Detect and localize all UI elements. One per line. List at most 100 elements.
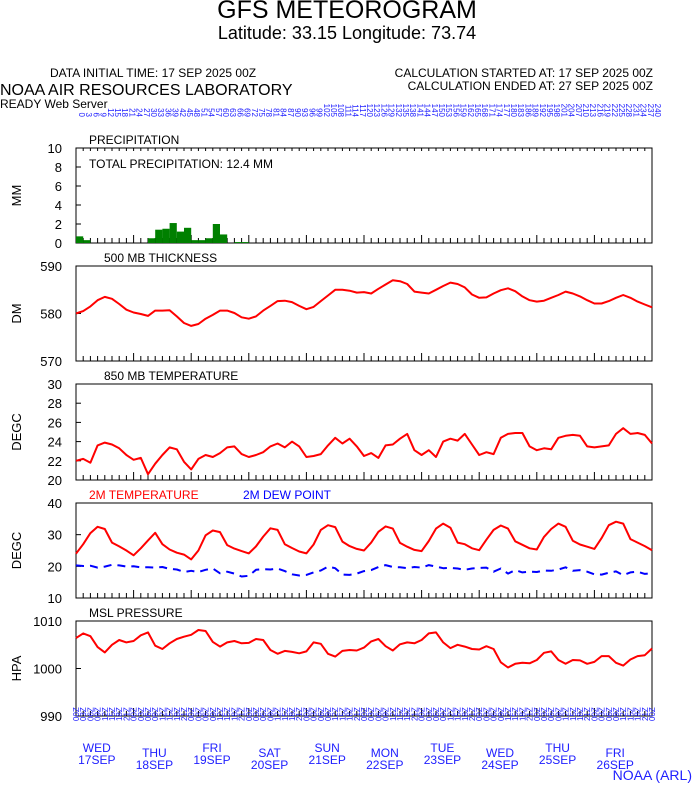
utc-time-label: 09Z <box>439 707 448 721</box>
utc-time-label: 21Z <box>526 707 535 721</box>
forecast-hour-label: 24 <box>135 108 144 117</box>
panel-frame <box>75 265 653 362</box>
day-of-week-label: SAT <box>258 746 281 760</box>
utc-time-label: 03Z <box>598 707 607 721</box>
utc-time-label: 00Z <box>360 707 369 721</box>
forecast-hour-label: 183 <box>516 104 525 118</box>
y-tick-label: 1010 <box>33 614 62 629</box>
series-line <box>75 629 653 669</box>
forecast-hour-label: 162 <box>466 104 475 118</box>
y-tick-label: 30 <box>48 528 62 543</box>
utc-time-label: 06Z <box>374 707 383 721</box>
utc-time-label: 00Z <box>590 707 599 721</box>
y-tick-label: 6 <box>55 179 62 194</box>
utc-time-label: 21Z <box>180 707 189 721</box>
forecast-hour-label: 45 <box>185 108 194 117</box>
y-tick-label: 26 <box>48 415 62 430</box>
utc-time-label: 21Z <box>238 707 247 721</box>
date-label: 26SEP <box>597 758 634 772</box>
utc-time-label: 09Z <box>266 707 275 721</box>
utc-time-label: 09Z <box>382 707 391 721</box>
y-tick-label: 2 <box>55 217 62 232</box>
utc-time-label: 00Z <box>533 707 542 721</box>
lab-name: NOAA AIR RESOURCES LABORATORY <box>0 82 293 99</box>
utc-time-label: 06Z <box>432 707 441 721</box>
precip-bar <box>155 229 163 243</box>
forecast-hour-label: 135 <box>401 104 410 118</box>
precip-bar <box>220 234 228 243</box>
footer-credit: NOAA (ARL) <box>612 767 692 783</box>
legend-dew-point: 2M DEW POINT <box>243 488 332 502</box>
date-label: 25SEP <box>539 753 576 767</box>
forecast-hour-label: 201 <box>559 104 568 118</box>
forecast-hour-label: 60 <box>221 108 230 117</box>
forecast-hour-label: 84 <box>279 108 288 117</box>
precip-bar <box>198 240 206 243</box>
utc-time-label: 09Z <box>94 707 103 721</box>
forecast-hour-label: 168 <box>480 104 489 118</box>
utc-time-label: 21Z <box>641 707 650 721</box>
day-of-week-label: WED <box>486 746 514 760</box>
precip-bar <box>241 242 249 243</box>
date-label: 21SEP <box>309 753 346 767</box>
utc-time-label: 06Z <box>547 707 556 721</box>
precip-bar <box>162 228 170 243</box>
y-tick-label: 4 <box>55 198 62 213</box>
forecast-hour-label: 144 <box>423 104 432 118</box>
forecast-hour-label: 75 <box>257 108 266 117</box>
legend-temperature: 2M TEMPERATURE <box>89 488 199 502</box>
utc-time-label: 21Z <box>468 707 477 721</box>
panel-title: PRECIPITATION <box>89 133 179 147</box>
precip-bar <box>205 238 213 243</box>
utc-time-label: 06Z <box>144 707 153 721</box>
forecast-hour-label: 213 <box>588 104 597 118</box>
series-line <box>75 520 653 561</box>
forecast-hour-label: 36 <box>163 108 172 117</box>
forecast-hour-label: 0 <box>77 113 86 118</box>
precip-bar <box>83 240 91 243</box>
utc-time-label: 15Z <box>396 707 405 721</box>
forecast-hour-label: 216 <box>595 104 604 118</box>
forecast-hour-label: 132 <box>394 104 403 118</box>
forecast-hour-label: 54 <box>207 108 216 117</box>
day-of-week-label: THU <box>142 746 167 760</box>
y-tick-label: 40 <box>48 496 62 511</box>
utc-time-label: 03Z <box>482 707 491 721</box>
precip-bar <box>148 238 156 243</box>
utc-time-label: 12Z <box>216 707 225 721</box>
utc-time-label: 12Z <box>331 707 340 721</box>
utc-time-label: 18Z <box>576 707 585 721</box>
server-name: READY Web Server <box>0 97 108 111</box>
utc-time-label: 18Z <box>634 707 643 721</box>
forecast-hour-label: 180 <box>509 104 518 118</box>
utc-time-label: 00Z <box>648 707 657 721</box>
y-tick-label: 22 <box>48 454 62 469</box>
utc-time-label: 09Z <box>554 707 563 721</box>
forecast-hour-label: 108 <box>336 104 345 118</box>
panel-title: 500 MB THICKNESS <box>104 251 217 265</box>
series-line <box>75 279 653 327</box>
forecast-hour-label: 219 <box>603 104 612 118</box>
day-of-week-label: FRI <box>202 741 221 755</box>
utc-time-label: 18Z <box>115 707 124 721</box>
forecast-hour-label: 228 <box>624 104 633 118</box>
utc-time-label: 09Z <box>497 707 506 721</box>
utc-time-label: 18Z <box>346 707 355 721</box>
forecast-hour-label: 90 <box>293 108 302 117</box>
utc-time-label: 21Z <box>353 707 362 721</box>
utc-time-label: 21Z <box>583 707 592 721</box>
forecast-hour-label: 150 <box>437 104 446 118</box>
forecast-hour-label: 105 <box>329 104 338 118</box>
utc-time-label: 15Z <box>569 707 578 721</box>
forecast-hour-label: 66 <box>235 108 244 117</box>
forecast-hour-label: 138 <box>408 104 417 118</box>
y-tick-label: 28 <box>48 396 62 411</box>
utc-time-label: 00Z <box>245 707 254 721</box>
forecast-hour-label: 123 <box>372 104 381 118</box>
forecast-hour-label: 102 <box>322 104 331 118</box>
panel-frame <box>75 620 653 717</box>
utc-time-label: 00Z <box>72 707 81 721</box>
y-tick-label: 590 <box>40 259 62 274</box>
day-of-week-label: MON <box>371 746 399 760</box>
